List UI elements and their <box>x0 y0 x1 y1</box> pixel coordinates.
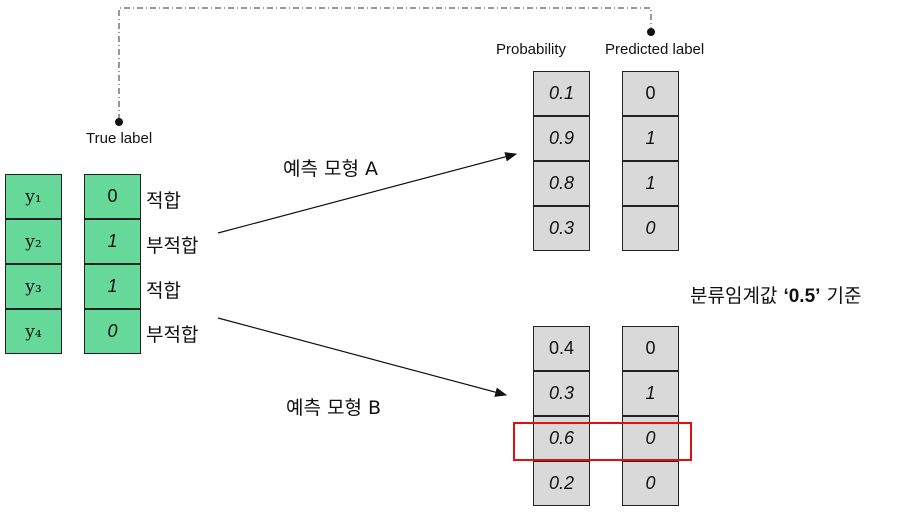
probability-cell: 0.9 <box>533 116 590 161</box>
arrow-model-b <box>217 317 508 397</box>
predicted-cell: 0 <box>622 206 679 251</box>
true-label-cell: 0 <box>84 309 141 354</box>
fit-label: 부적합 <box>146 235 199 257</box>
predicted-cell: 1 <box>622 116 679 161</box>
probability-cell: 0.3 <box>533 206 590 251</box>
probability-cell: 0.4 <box>533 326 590 371</box>
threshold-value: ‘0.5’ <box>783 286 821 307</box>
predicted-cell: 0 <box>622 461 679 506</box>
threshold-prefix: 분류임계값 <box>690 285 784 307</box>
predicted-cell: 0 <box>622 71 679 116</box>
y-cell: y₁ <box>5 174 62 219</box>
threshold-note: 분류임계값 ‘0.5’ 기준 <box>690 281 861 308</box>
predicted-label-dot <box>647 28 655 36</box>
arrow-model-a <box>217 152 518 234</box>
y-cell: y₄ <box>5 309 62 354</box>
threshold-suffix: 기준 <box>820 285 862 307</box>
true-label-dot <box>115 118 123 126</box>
fit-label: 적합 <box>146 190 181 212</box>
true-label-cell: 1 <box>84 219 141 264</box>
predicted-cell: 0 <box>622 326 679 371</box>
y-cell: y₂ <box>5 219 62 264</box>
predicted-cell: 1 <box>622 371 679 416</box>
probability-cell: 0.2 <box>533 461 590 506</box>
probability-cell: 0.8 <box>533 161 590 206</box>
highlight-box <box>513 422 692 461</box>
true-label-title: True label <box>86 130 153 147</box>
probability-cell: 0.3 <box>533 371 590 416</box>
model-b-name: 예측 모형 B <box>286 397 382 419</box>
true-label-cell: 0 <box>84 174 141 219</box>
model-a-name: 예측 모형 A <box>283 158 378 180</box>
y-cell: y₃ <box>5 264 62 309</box>
true-label-cell: 1 <box>84 264 141 309</box>
fit-label: 적합 <box>146 280 181 302</box>
probability-cell: 0.1 <box>533 71 590 116</box>
probability-title: Probability <box>496 41 567 58</box>
fit-label: 부적합 <box>146 324 199 346</box>
predicted-label-title: Predicted label <box>605 41 705 58</box>
predicted-cell: 1 <box>622 161 679 206</box>
true-to-predicted-dashed-line <box>118 7 652 120</box>
